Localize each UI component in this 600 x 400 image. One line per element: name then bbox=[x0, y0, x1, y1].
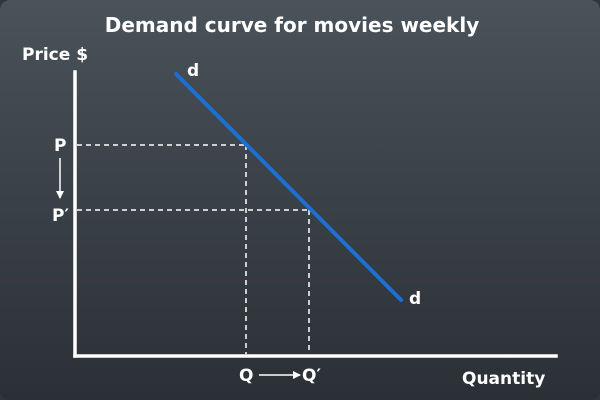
quantity-new-label: Q′ bbox=[302, 366, 321, 386]
diagram-title: Demand curve for movies weekly bbox=[105, 13, 480, 37]
y-axis-label: Price $ bbox=[22, 45, 88, 65]
price-new-label: P′ bbox=[52, 206, 69, 226]
price-initial-label: P bbox=[54, 136, 66, 156]
x-axis-label: Quantity bbox=[462, 369, 545, 389]
demand-curve-label-top: d bbox=[187, 61, 199, 81]
quantity-initial-label: Q bbox=[239, 366, 253, 386]
demand-curve-label-bottom: d bbox=[409, 289, 421, 309]
demand-curve-line bbox=[174, 72, 403, 302]
